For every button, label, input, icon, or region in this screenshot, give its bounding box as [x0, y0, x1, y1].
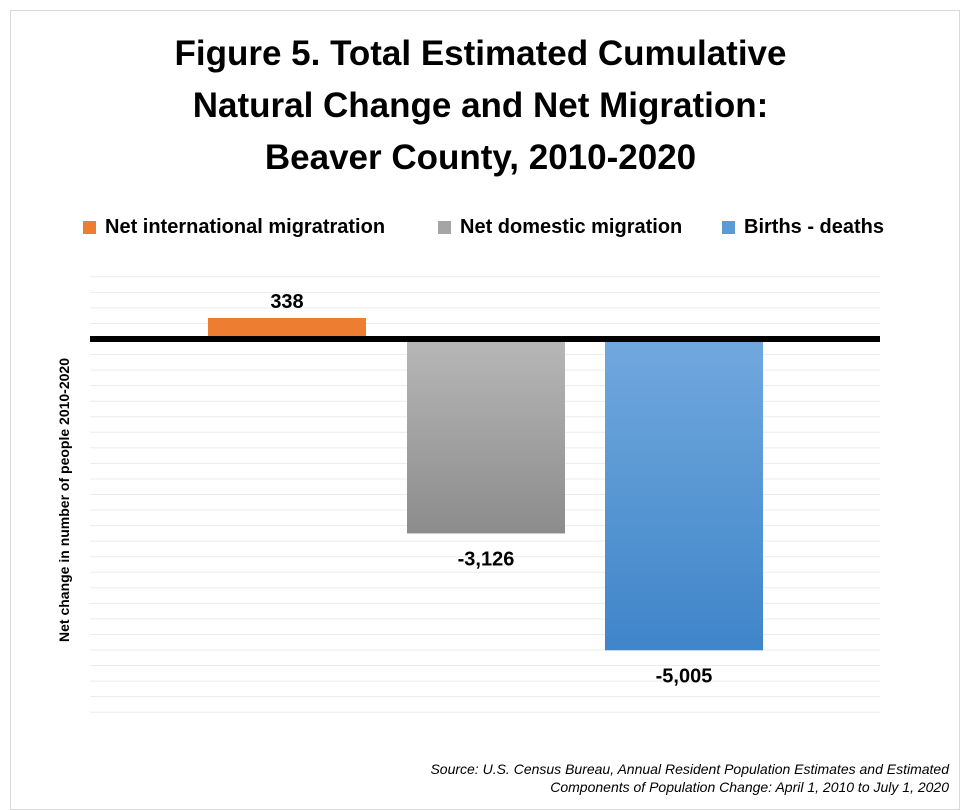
title-line-1: Figure 5. Total Estimated Cumulative: [174, 34, 787, 73]
title-line-3: Beaver County, 2010-2020: [264, 138, 697, 177]
legend-item-domestic: Net domestic migration: [438, 216, 682, 239]
legend-label-births-deaths: Births - deaths: [744, 216, 885, 238]
bar-births-deaths: [605, 339, 763, 651]
chart-title: Figure 5. Total Estimated Cumulative Nat…: [0, 28, 961, 184]
data-label-international: 338: [270, 291, 303, 313]
chart-legend: Net international migratration Net domes…: [0, 216, 961, 246]
legend-swatch-domestic: [438, 221, 451, 234]
bars: [208, 317, 763, 651]
source-line-1: Source: U.S. Census Bureau, Annual Resid…: [430, 761, 949, 777]
legend-label-international: Net international migratration: [105, 216, 386, 238]
bar-international: [208, 317, 366, 339]
data-label-domestic: -3,126: [458, 548, 515, 570]
title-line-2: Natural Change and Net Migration:: [192, 86, 769, 125]
legend-item-births-deaths: Births - deaths: [722, 216, 884, 239]
legend-item-international: Net international migratration: [83, 216, 385, 239]
legend-swatch-births-deaths: [722, 221, 735, 234]
legend-label-domestic: Net domestic migration: [460, 216, 683, 238]
bar-domestic: [407, 339, 565, 534]
source-line-2: Components of Population Change: April 1…: [550, 779, 949, 795]
data-label-births-deaths: -5,005: [656, 665, 713, 687]
data-labels: 338 -3,126 -5,005: [270, 291, 712, 687]
source-note: Source: U.S. Census Bureau, Annual Resid…: [430, 760, 949, 796]
legend-swatch-international: [83, 221, 96, 234]
